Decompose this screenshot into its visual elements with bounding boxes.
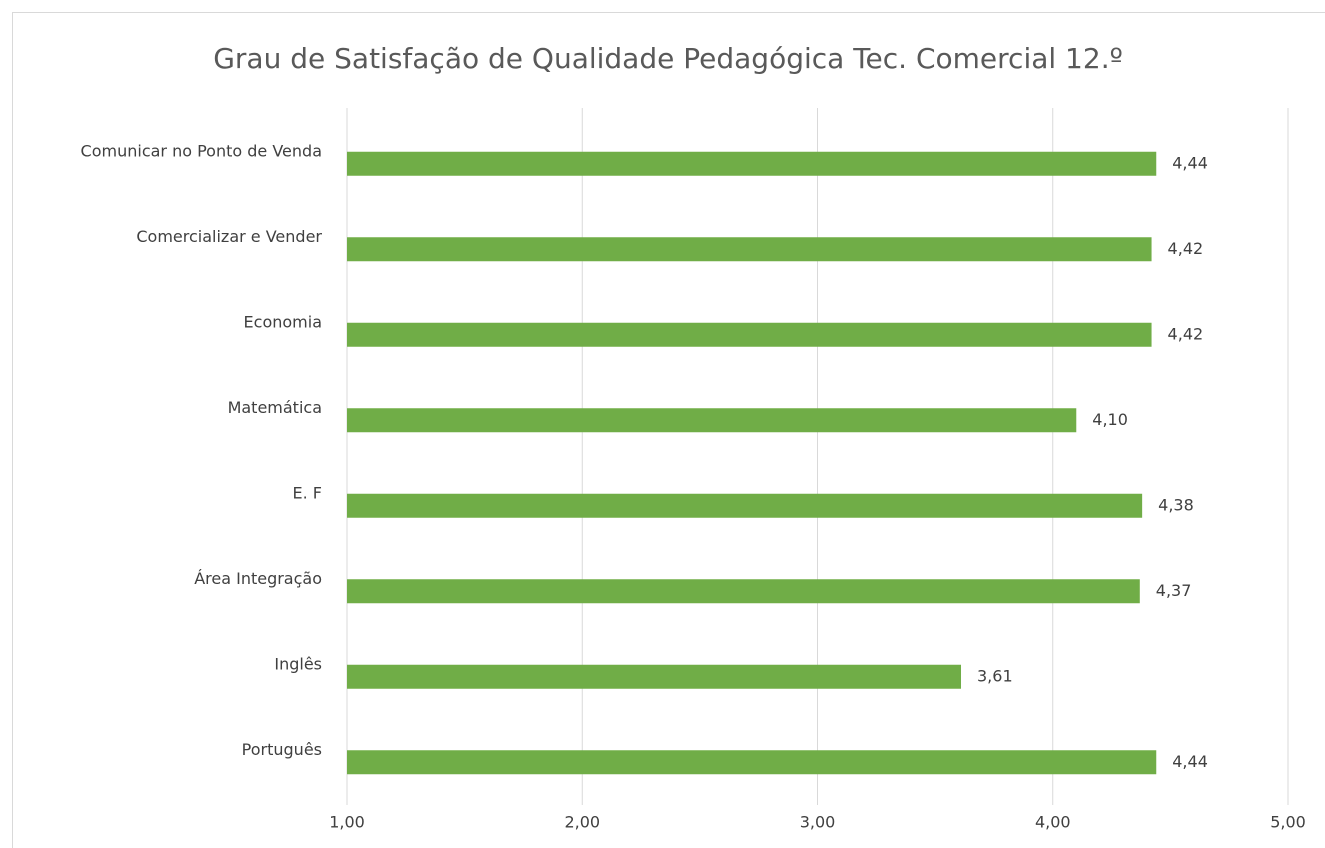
data-label: 4,44 [1172,153,1208,172]
y-tick-label: Comercializar e Vender [136,227,322,246]
bar [347,237,1152,262]
data-label: 4,44 [1172,752,1208,771]
y-tick-label: Português [242,740,322,759]
x-tick-label: 5,00 [1270,813,1306,832]
bar [347,579,1140,604]
data-label: 4,38 [1158,495,1194,514]
bar [347,322,1152,347]
x-tick-label: 4,00 [1035,813,1071,832]
x-tick-label: 3,00 [800,813,836,832]
data-label: 3,61 [977,666,1013,685]
y-tick-label: Economia [244,312,322,331]
bar [347,493,1143,518]
data-label: 4,42 [1168,239,1204,258]
y-tick-label: Matemática [228,398,322,417]
bar [347,408,1077,433]
y-tick-label: Inglês [274,654,322,673]
x-tick-label: 2,00 [564,813,600,832]
y-tick-label: Área Integração [194,569,322,588]
chart-title: Grau de Satisfação de Qualidade Pedagógi… [213,42,1123,75]
y-tick-label: Comunicar no Ponto de Venda [81,141,322,160]
data-label: 4,10 [1092,410,1128,429]
x-tick-label: 1,00 [329,813,365,832]
bar [347,750,1157,775]
data-label: 4,37 [1156,581,1192,600]
bar [347,151,1157,176]
data-label: 4,42 [1168,324,1204,343]
bar [347,664,962,689]
y-tick-label: E. F [293,483,322,502]
